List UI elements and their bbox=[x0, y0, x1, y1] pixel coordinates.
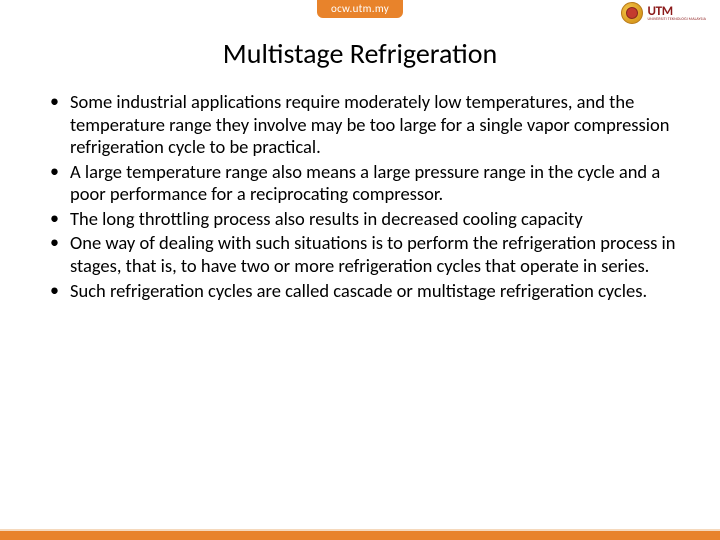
list-item: Some industrial applications require mod… bbox=[48, 91, 678, 159]
utm-logo-text: UTM UNIVERSITI TEKNOLOGI MALAYSIA bbox=[647, 5, 706, 22]
utm-logo-seal-icon bbox=[621, 2, 643, 24]
footer-strip bbox=[0, 531, 720, 540]
bullet-list: Some industrial applications require mod… bbox=[48, 91, 678, 302]
list-item: The long throttling process also results… bbox=[48, 208, 678, 231]
logo-sub-text: UNIVERSITI TEKNOLOGI MALAYSIA bbox=[647, 18, 706, 22]
list-item: Such refrigeration cycles are called cas… bbox=[48, 280, 678, 303]
header-bar: ocw.utm.my UTM UNIVERSITI TEKNOLOGI MALA… bbox=[0, 0, 720, 24]
content-area: Some industrial applications require mod… bbox=[0, 91, 720, 302]
list-item: A large temperature range also means a l… bbox=[48, 161, 678, 206]
list-item: One way of dealing with such situations … bbox=[48, 232, 678, 277]
page-title: Multistage Refrigeration bbox=[0, 36, 720, 71]
site-url-pill: ocw.utm.my bbox=[317, 0, 403, 18]
utm-logo: UTM UNIVERSITI TEKNOLOGI MALAYSIA bbox=[621, 2, 706, 24]
logo-main-text: UTM bbox=[647, 5, 706, 18]
